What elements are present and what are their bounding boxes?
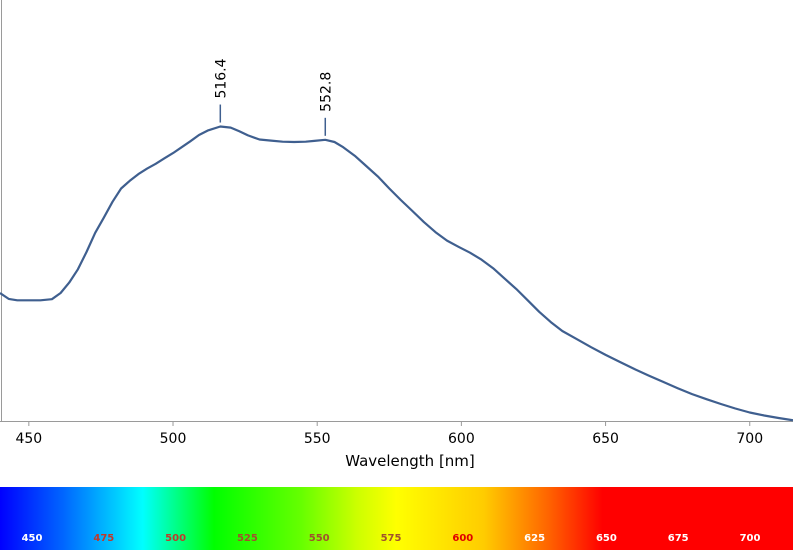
- peak-markers: 516.4 552.8: [213, 58, 334, 136]
- x-tick-label: 600: [448, 431, 475, 447]
- colorbar-label: 500: [165, 533, 186, 544]
- x-tick-label: 450: [15, 431, 42, 447]
- colorbar-label: 475: [93, 533, 114, 544]
- colorbar-gradient: [0, 487, 793, 550]
- x-tick-label: 700: [736, 431, 763, 447]
- spectrum-line: [0, 125, 793, 422]
- colorbar-label: 650: [596, 533, 617, 544]
- wavelength-colorbar: 450 475 500 525 550 575 600 625 650 675 700: [0, 487, 793, 550]
- x-axis-ticks: 450 500 550 600 650 700: [15, 421, 763, 447]
- colorbar-label: 525: [237, 533, 258, 544]
- colorbar-label: 675: [668, 533, 689, 544]
- colorbar-label: 625: [524, 533, 545, 544]
- colorbar-svg: 450 475 500 525 550 575 600 625 650 675 700: [0, 487, 793, 550]
- spectrum-chart: 450 500 550 600 650 700 516.4 552.8 Wavelength…: [0, 0, 793, 470]
- colorbar-label: 450: [22, 533, 43, 544]
- colorbar-label: 550: [309, 533, 330, 544]
- x-tick-label: 650: [592, 431, 619, 447]
- colorbar-label: 600: [452, 533, 473, 544]
- colorbar-label: 700: [740, 533, 761, 544]
- x-axis-title: Wavelength [nm]: [345, 452, 475, 470]
- peak-label: 516.4: [213, 58, 229, 98]
- colorbar-label: 575: [381, 533, 402, 544]
- colorbar-labels: 450 475 500 525 550 575 600 625 650 675 700: [22, 533, 761, 544]
- peak-label: 552.8: [318, 72, 334, 112]
- x-tick-label: 550: [304, 431, 331, 447]
- x-tick-label: 500: [160, 431, 187, 447]
